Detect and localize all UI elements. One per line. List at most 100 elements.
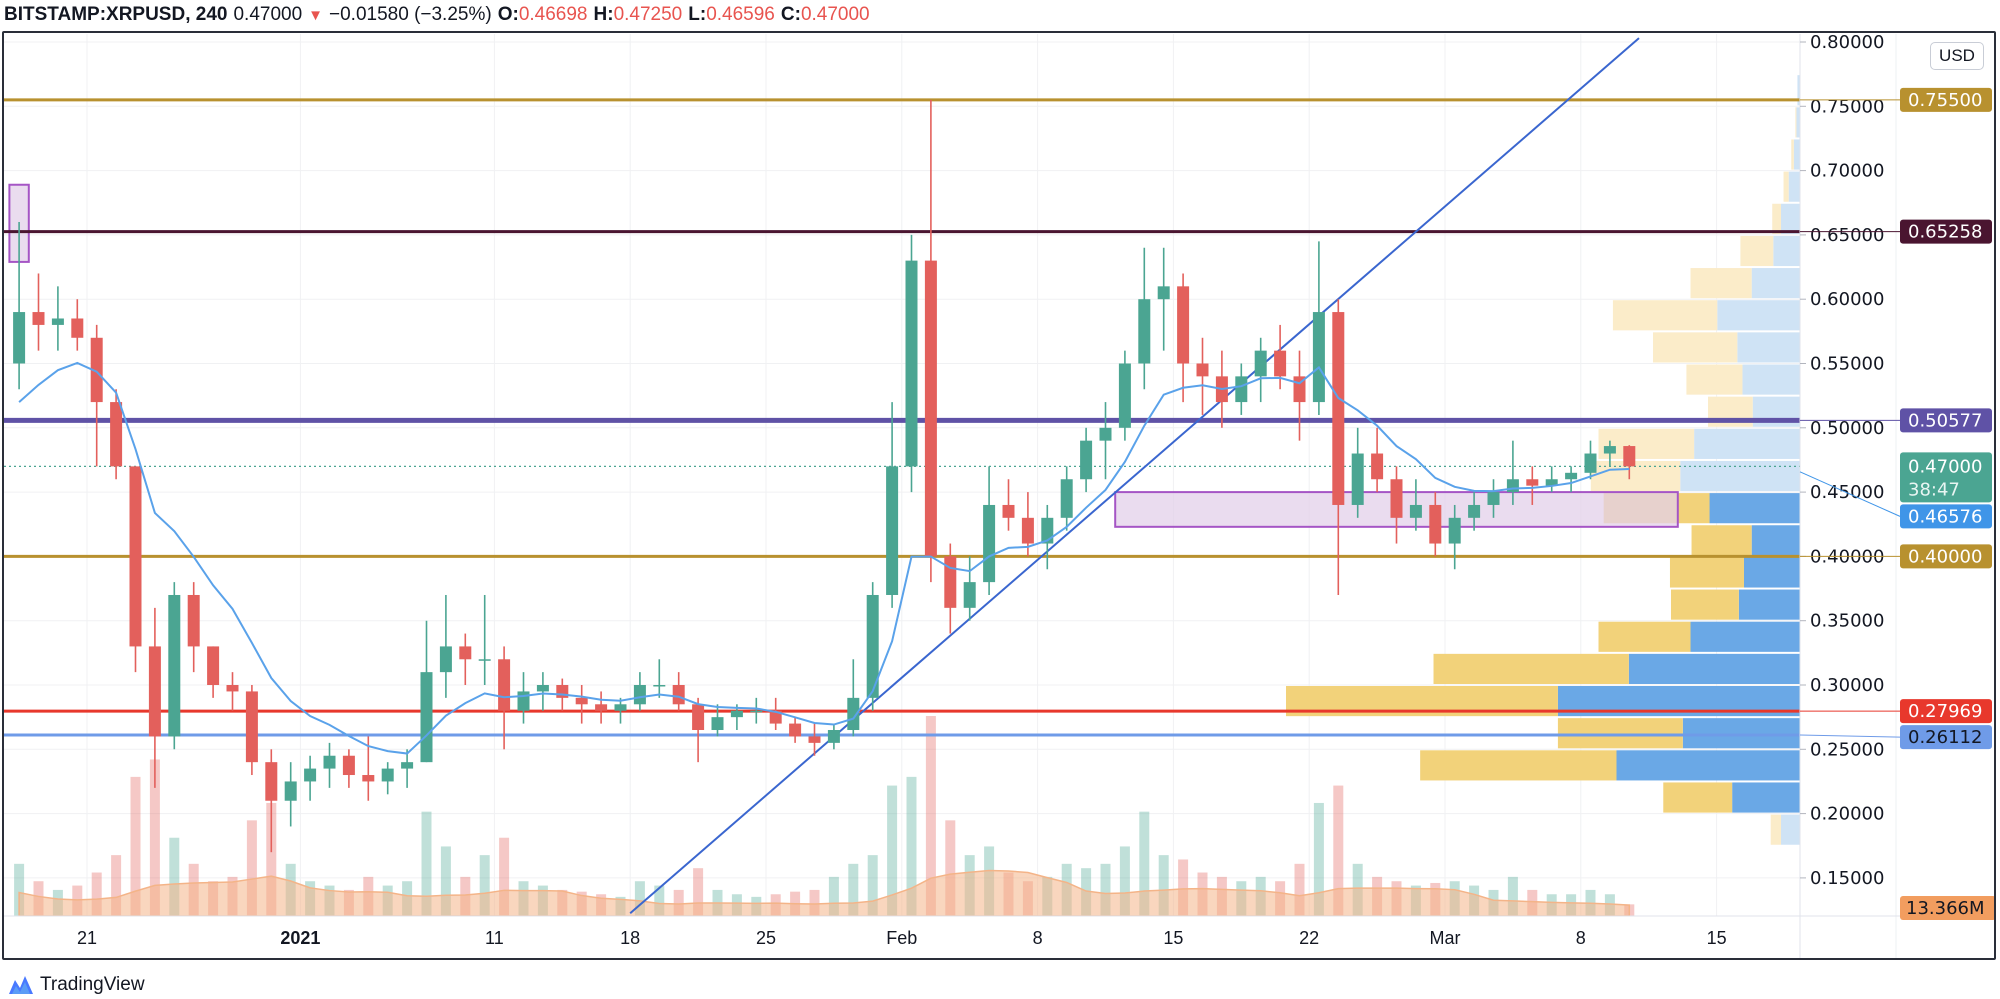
candle-body (1235, 376, 1248, 403)
volume-profile-down-bar (1737, 332, 1800, 363)
candle-body (1584, 453, 1597, 473)
level-price-label-background (1900, 725, 1992, 750)
footer-brand[interactable]: TradingView (8, 974, 145, 996)
date-tick-label: 15 (1163, 928, 1183, 948)
volume-profile-down-bar (1796, 107, 1800, 138)
moving-average-line (18, 361, 1630, 755)
date-tick-label: Mar (1430, 928, 1461, 948)
price-tick-label: 0.15000 (1810, 868, 1884, 889)
candle-body (827, 730, 840, 743)
volume-profile-down-bar (1773, 235, 1800, 267)
symbol-legend: BITSTAMP:XRPUSD, 240 0.47000 ▼ −0.01580 … (4, 2, 870, 28)
level-price-label: 0.50577 (1908, 410, 1982, 431)
volume-profile-down-bar (1738, 589, 1800, 620)
candle-body (1351, 453, 1364, 505)
high-label: H: (593, 4, 614, 25)
symbol-title[interactable]: BITSTAMP:XRPUSD, 240 (4, 4, 228, 25)
level-price-label-background (1900, 504, 1992, 529)
close-value: 0.47000 (800, 4, 870, 25)
candle-body (1545, 479, 1558, 486)
volume-bar (634, 881, 645, 916)
volume-profile-up-bar (1795, 107, 1797, 138)
candle-body (323, 755, 336, 769)
level-price-label: 0.46576 (1908, 506, 1982, 527)
volume-bar (111, 855, 122, 916)
volume-bar (925, 716, 936, 916)
candle-body (963, 582, 976, 608)
volume-bar (91, 872, 102, 916)
candle-body (983, 504, 996, 583)
volume-profile-up-bar (1691, 525, 1752, 556)
candle-body (711, 717, 724, 731)
candle-body (1177, 286, 1190, 364)
candle-body (614, 704, 627, 711)
volume-bar (693, 868, 704, 916)
volume-profile-up-bar (1663, 782, 1733, 813)
volume-profile-down-bar (1717, 300, 1800, 331)
volume-bar (673, 889, 684, 916)
current-price-label-background (1900, 452, 1992, 503)
candle-body (1623, 446, 1636, 467)
candle-body (1118, 363, 1131, 428)
volume-profile-down-bar (1742, 364, 1800, 395)
volume-profile-up-bar (1791, 139, 1794, 170)
candle-body (1196, 363, 1209, 377)
ohlc-low: L: 0.46596 (688, 4, 775, 26)
candle-body (575, 697, 588, 705)
candle-body (459, 646, 472, 660)
open-value: 0.46698 (518, 4, 588, 25)
level-price-label-connector (1799, 471, 1901, 517)
date-tick-label: 18 (620, 928, 640, 948)
level-price-label: 0.27969 (1908, 701, 1982, 722)
volume-profile-down-bar (1780, 203, 1800, 234)
candle-body (1429, 504, 1442, 544)
currency-button[interactable]: USD (1930, 42, 1984, 70)
level-price-label: 0.40000 (1908, 546, 1982, 567)
candle-body (924, 260, 937, 557)
candle-body (51, 318, 64, 325)
volume-bar (421, 811, 432, 916)
volume-profile-up-bar (1598, 428, 1695, 459)
volume-profile-up-bar (1772, 203, 1781, 234)
brand-name: TradingView (40, 974, 145, 995)
volume-profile-down-bar (1751, 268, 1800, 299)
low-value: 0.46596 (706, 4, 775, 25)
volume-profile-up-bar (1686, 364, 1743, 395)
volume-bar (479, 855, 490, 916)
level-price-label-connector (1799, 734, 1901, 738)
volume-profile-down-bar (1628, 653, 1800, 684)
price-tick-label: 0.60000 (1810, 289, 1884, 310)
level-price-label-background (1900, 219, 1992, 244)
candle-body (304, 768, 317, 782)
level-price-label: 0.75500 (1908, 90, 1982, 111)
date-tick-label: 21 (77, 928, 97, 948)
volume-profile-up-bar (1770, 814, 1781, 845)
candle-body (730, 710, 743, 718)
volume-bar (266, 802, 277, 916)
volume-bar (848, 863, 859, 916)
price-tick-label: 0.70000 (1810, 161, 1884, 182)
last-price: 0.47000 (233, 4, 303, 25)
volume-profile-up-bar (1612, 300, 1718, 331)
candle-body (1060, 479, 1073, 518)
candle-body (168, 594, 181, 737)
volume-bar (654, 885, 665, 916)
candle-body (1565, 472, 1578, 480)
volume-bar (828, 876, 839, 916)
volume-profile-down-bar (1616, 750, 1800, 781)
candle-body (1448, 517, 1461, 544)
volume-profile-down-bar (1797, 75, 1800, 106)
candle-body (90, 337, 103, 403)
volume-bar (1333, 785, 1344, 916)
candle-body (653, 685, 666, 687)
price-tick-label: 0.80000 (1810, 32, 1884, 53)
price-tick-label: 0.55000 (1810, 354, 1884, 375)
date-tick-label: 2021 (280, 928, 320, 948)
volume-bar (149, 759, 160, 916)
volume-profile-up-bar (1598, 621, 1691, 652)
price-tick-label: 0.35000 (1810, 611, 1884, 632)
level-price-label-background (1900, 87, 1992, 112)
volume-profile-down-bar (1788, 171, 1800, 202)
level-price-label-background (1900, 408, 1992, 433)
